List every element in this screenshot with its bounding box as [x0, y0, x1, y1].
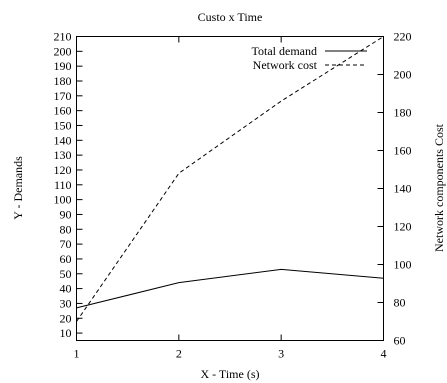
- x-tick-label: 4: [381, 347, 387, 361]
- y2-axis-label: Network components Cost: [432, 123, 446, 252]
- x-tick-label: 1: [74, 347, 80, 361]
- y2-tick-label: 220: [394, 30, 412, 44]
- series-layer: [76, 36, 384, 322]
- x-tick-label: 3: [278, 347, 284, 361]
- y-tick-label: 90: [60, 207, 72, 221]
- y2-tick-label: 120: [394, 220, 412, 234]
- y2-tick-label: 100: [394, 258, 412, 272]
- legend-label-total-demand: Total demand: [252, 44, 317, 58]
- series-line-network-cost: [76, 36, 384, 322]
- y-tick-label: 160: [54, 104, 72, 118]
- left-y-axis: 1020304050607080901001101201301401501601…: [54, 30, 83, 340]
- y-tick-label: 150: [54, 118, 72, 132]
- y-tick-label: 80: [60, 222, 72, 236]
- y-tick-label: 180: [54, 74, 72, 88]
- y-tick-label: 110: [54, 178, 72, 192]
- right-y-axis: 60 80 100 120 140 160 180 200 220: [377, 30, 412, 348]
- y2-tick-label: 80: [394, 296, 406, 310]
- y-tick-label: 210: [54, 30, 72, 44]
- y-tick-label: 70: [60, 237, 72, 251]
- y2-tick-label: 160: [394, 144, 412, 158]
- y-tick-label: 140: [54, 133, 72, 147]
- y-tick-label: 120: [54, 163, 72, 177]
- y2-tick-label: 60: [394, 334, 406, 348]
- y-tick-label: 200: [54, 44, 72, 58]
- y-tick-label: 60: [60, 252, 72, 266]
- y-tick-label: 40: [60, 282, 72, 296]
- y2-tick-label: 140: [394, 182, 412, 196]
- y-tick-label: 30: [60, 296, 72, 310]
- x-axis: 1 2 3 4: [74, 36, 387, 361]
- y-tick-label: 50: [60, 267, 72, 281]
- y2-tick-label: 180: [394, 106, 412, 120]
- y-tick-label: 190: [54, 59, 72, 73]
- y-tick-label: 100: [54, 193, 72, 207]
- x-axis-label: X - Time (s): [200, 367, 259, 381]
- y-tick-label: 170: [54, 89, 72, 103]
- y2-tick-label: 200: [394, 68, 412, 82]
- y-axis-label: Y - Demands: [11, 156, 25, 220]
- legend-label-network-cost: Network cost: [253, 58, 318, 72]
- series-line-total-demand: [76, 268, 384, 309]
- y-tick-label: 130: [54, 148, 72, 162]
- y-tick-label: 20: [60, 311, 72, 325]
- y-tick-label: 10: [60, 326, 72, 340]
- chart-title: Custo x Time: [198, 10, 263, 24]
- plot-frame: [76, 36, 384, 341]
- x-tick-label: 2: [176, 347, 182, 361]
